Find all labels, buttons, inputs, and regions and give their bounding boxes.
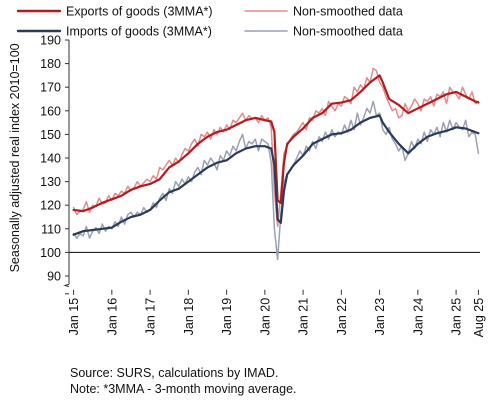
exports-3mma-line [72,74,480,213]
x-tick-label: Jan 17 [144,298,158,336]
y-tick-label: 120 [40,199,61,213]
y-tick-label: 110 [41,222,61,236]
y-tick-label: 180 [40,57,61,71]
legend-label: Non-smoothed data [293,5,403,19]
legend-label: Non-smoothed data [293,25,403,39]
y-tick-label: 170 [40,81,61,95]
x-tick-label: Jan 25 [450,298,464,336]
y-tick-label: 100 [40,246,61,260]
legend-label: Exports of goods (3MMA*) [66,5,213,19]
source-note: Source: SURS, calculations by IMAD. [70,366,279,380]
y-axis-break [63,283,70,288]
legend-label: Imports of goods (3MMA*) [66,25,212,39]
x-tick-label: Jan 16 [105,298,119,336]
x-tick-label: Jan 20 [258,298,272,336]
x-tick-label: Jan 21 [297,298,311,336]
footnote: Note: *3MMA - 3-month moving average. [70,382,297,396]
y-tick-label: 190 [40,34,61,48]
imports-3mma-line [72,114,480,236]
y-tick-label: 130 [40,175,61,189]
x-tick-label: Jan 24 [411,298,425,336]
y-axis-title: Seasonally adjusted real index 2010=100 [8,43,22,272]
x-tick-label: Jan 18 [182,298,196,336]
y-tick-label: 150 [40,128,61,142]
y-tick-label: 140 [40,152,61,166]
x-tick-label: Jan 15 [67,298,81,336]
x-tick-label: Jan 23 [373,298,387,336]
x-tick-label: Jan 19 [220,298,234,336]
x-tick-label: Jan 22 [335,298,349,336]
x-tick-label: Aug 25 [472,298,486,338]
y-tick-label: 90 [47,270,61,284]
y-tick-label: 160 [40,104,61,118]
